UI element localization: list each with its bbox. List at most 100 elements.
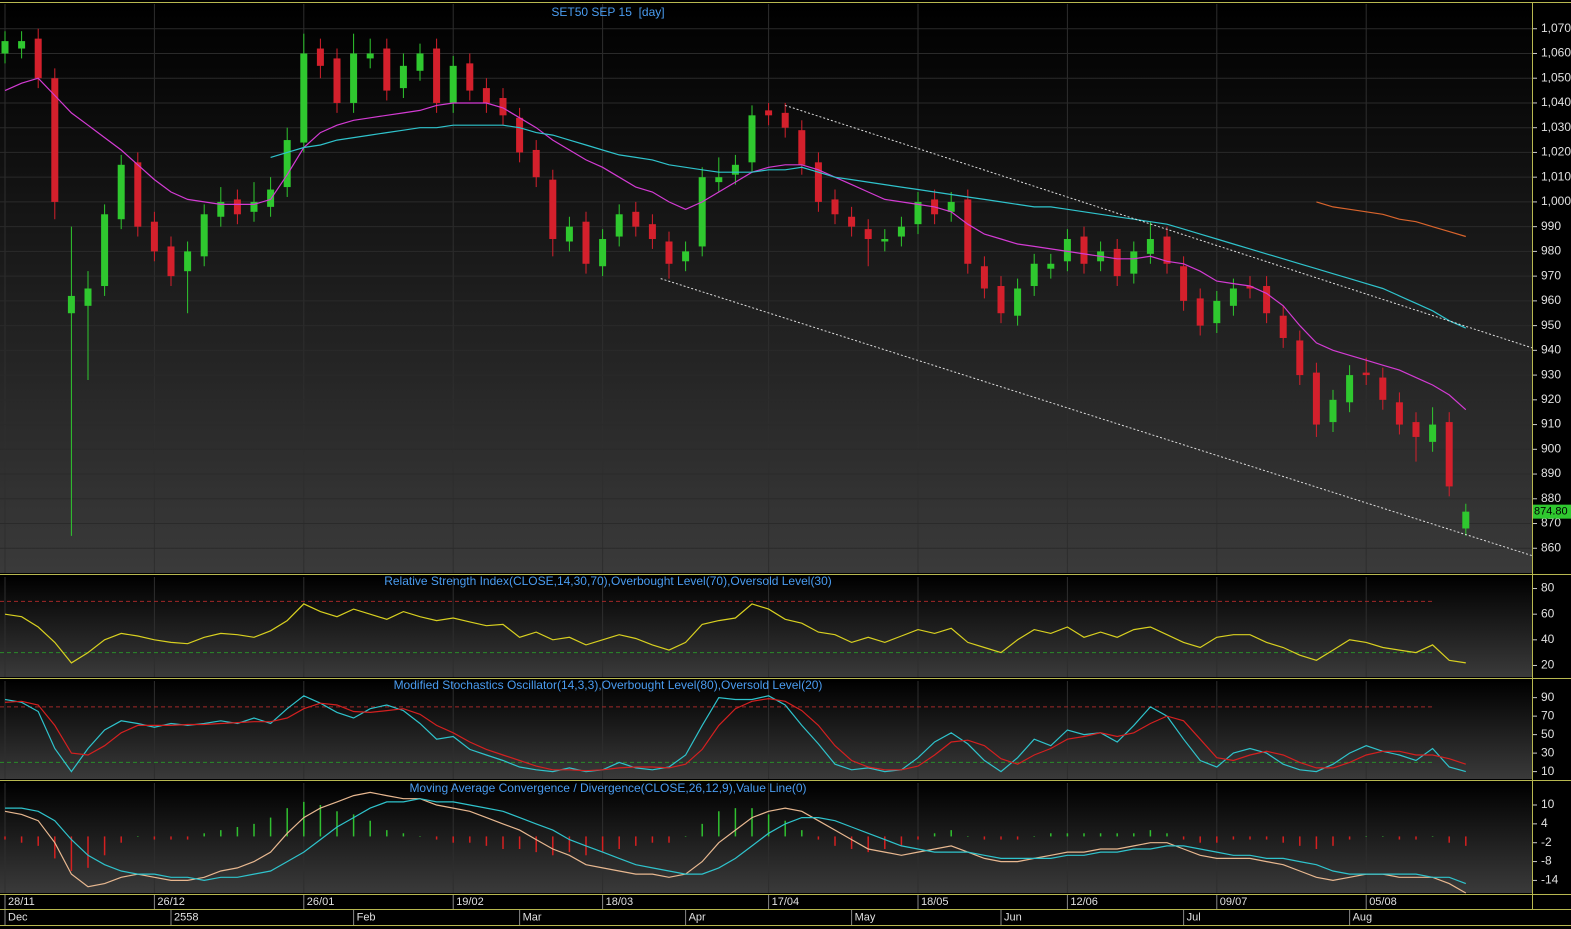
candle-body	[648, 224, 656, 240]
histogram-bar	[1431, 836, 1434, 837]
candle-body	[1063, 239, 1071, 262]
histogram-bar	[1099, 833, 1102, 837]
histogram-bar	[469, 836, 471, 843]
candle-body	[1030, 263, 1038, 287]
histogram-bar	[1299, 836, 1301, 846]
candle-body	[1279, 315, 1287, 338]
x-tick-label: 19/02	[456, 896, 484, 908]
candle-body	[184, 251, 192, 272]
y-tick-label: 890	[1541, 466, 1561, 480]
histogram-bar	[535, 836, 537, 853]
y-tick-label: 60	[1541, 606, 1555, 620]
histogram-bar	[37, 836, 39, 846]
histogram-bar	[170, 836, 172, 840]
candle-body	[1445, 422, 1453, 487]
month-label: Jul	[1187, 911, 1201, 923]
y-tick-label: 990	[1541, 219, 1561, 233]
histogram-bar	[684, 836, 687, 837]
y-tick-label: 10	[1541, 764, 1555, 778]
month-label: Dec	[8, 911, 28, 923]
y-tick-label: -2	[1541, 835, 1552, 849]
candle-body	[167, 246, 175, 277]
x-tick-label: 18/03	[606, 896, 634, 908]
histogram-bar	[983, 836, 986, 840]
candle-body	[1462, 511, 1470, 529]
y-tick-label: 1,000	[1541, 194, 1571, 208]
candle-body	[532, 149, 540, 178]
candle-body	[964, 199, 972, 264]
candle-body	[1395, 402, 1403, 425]
histogram-bar	[1448, 836, 1450, 843]
y-tick-label: 1,050	[1541, 70, 1571, 84]
histogram-bar	[784, 820, 786, 837]
histogram-bar	[850, 836, 853, 849]
y-tick-label: -8	[1541, 854, 1552, 868]
month-label: Jun	[1004, 911, 1022, 923]
histogram-bar	[917, 836, 919, 840]
histogram-bar	[1216, 836, 1218, 843]
indicator-line	[4, 791, 1467, 894]
candle-body	[300, 53, 308, 143]
x-tick-label: 09/07	[1220, 896, 1248, 908]
candle-body	[864, 229, 872, 240]
histogram-bar	[1348, 836, 1351, 840]
candle-body	[67, 295, 75, 314]
histogram-bar	[87, 836, 89, 868]
candle-body	[848, 216, 856, 227]
candle-body	[615, 214, 623, 237]
histogram-bar	[319, 805, 322, 837]
y-tick-label: 1,070	[1541, 21, 1571, 35]
y-tick-label: 10	[1541, 797, 1555, 811]
histogram-bar	[635, 836, 637, 846]
candle-body	[316, 48, 324, 66]
histogram-bar	[867, 836, 869, 853]
histogram-bar	[1166, 833, 1168, 837]
candle-body	[980, 266, 988, 289]
histogram-bar	[1050, 833, 1052, 837]
x-tick-label: 26/01	[307, 896, 335, 908]
y-tick-label: 870	[1541, 516, 1561, 530]
histogram-bar	[4, 836, 6, 840]
histogram-bar	[1232, 836, 1235, 840]
histogram-bar	[352, 814, 355, 837]
histogram-bar	[701, 823, 703, 837]
candle-body	[798, 130, 806, 165]
candle-body	[914, 201, 922, 225]
candle-body	[1329, 399, 1337, 423]
histogram-bar	[751, 808, 753, 837]
y-tick-label: 80	[1541, 581, 1555, 595]
last-price-box	[1533, 504, 1571, 519]
candle-body	[1, 41, 9, 54]
candle-body	[997, 286, 1005, 314]
histogram-bar	[718, 811, 720, 837]
candle-body	[466, 63, 474, 91]
month-label: 2558	[174, 911, 198, 923]
histogram-bar	[1083, 833, 1085, 837]
histogram-bar	[601, 836, 604, 853]
candle-body	[233, 199, 241, 215]
panel-background	[0, 783, 1532, 893]
y-tick-label: 4	[1541, 816, 1548, 830]
indicator-line	[4, 697, 1466, 772]
histogram-bar	[303, 801, 305, 837]
histogram-bar	[1000, 836, 1002, 840]
candle-body	[1047, 263, 1055, 269]
candle-body	[84, 288, 92, 306]
y-tick-label: 880	[1541, 491, 1561, 505]
x-tick-label: 17/04	[772, 896, 800, 908]
histogram-bar	[186, 836, 189, 840]
candle-body	[200, 214, 208, 257]
histogram-bar	[153, 836, 156, 840]
histogram-bar	[452, 836, 454, 843]
histogram-bar	[734, 808, 737, 837]
histogram-bar	[1066, 833, 1069, 837]
candle-body	[715, 177, 723, 183]
candle-body	[1163, 236, 1171, 264]
last-price-label: 874.80	[1534, 506, 1568, 518]
candle-body	[947, 201, 955, 212]
y-tick-label: 40	[1541, 632, 1555, 646]
candle-body	[881, 239, 889, 242]
y-tick-label: 970	[1541, 268, 1561, 282]
panel-title: Moving Average Convergence / Divergence(…	[409, 781, 806, 795]
